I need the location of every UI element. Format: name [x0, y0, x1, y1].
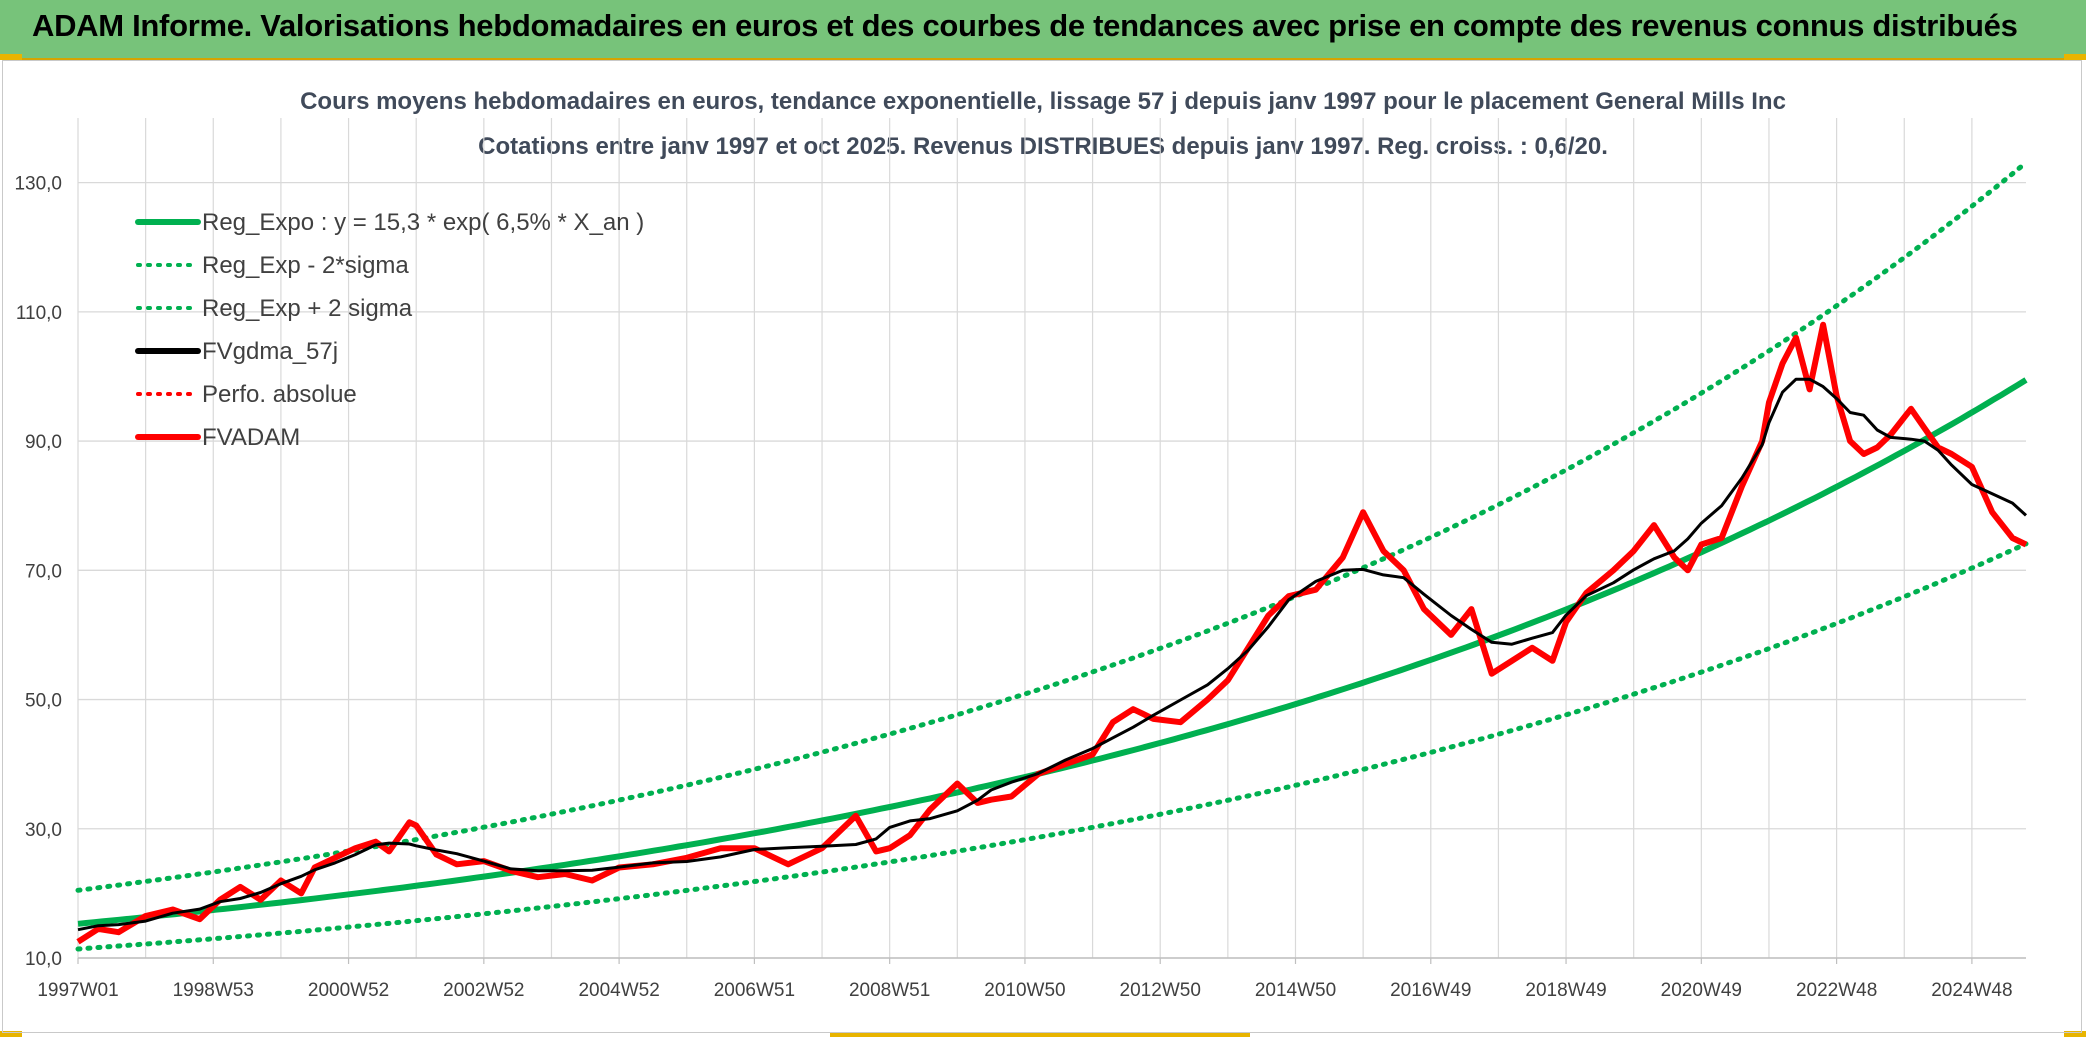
legend-label: Reg_Expo : y = 15,3 * exp( 6,5% * X_an )	[202, 209, 644, 236]
chart-axes: 10,0 30,0 50,0 70,0 90,0 110,0 130,0 1997W01 199…	[14, 174, 2026, 1001]
banner-corner-right	[2064, 54, 2086, 60]
x-tick-label: 2022W48	[1796, 980, 1877, 1001]
x-tick-label: 2014W50	[1255, 980, 1336, 1001]
x-tick-label: 2012W50	[1120, 980, 1201, 1001]
chart-series	[75, 160, 2029, 952]
frame-corner-left	[0, 1031, 22, 1037]
x-tick-label: 2024W48	[1931, 980, 2012, 1001]
chart-legend: Reg_Expo : y = 15,3 * exp( 6,5% * X_an )…	[135, 209, 644, 451]
y-tick-label: 10,0	[25, 949, 62, 970]
x-tick-label: 2020W49	[1661, 980, 1742, 1001]
x-tick-label: 2016W49	[1390, 980, 1471, 1001]
y-tick-label: 110,0	[16, 303, 62, 324]
fvadam-line	[76, 321, 2028, 945]
banner-corner-left	[0, 54, 22, 60]
report-title: ADAM Informe. Valorisations hebdomadaire…	[32, 8, 2018, 43]
frame-corner-right	[2064, 1031, 2086, 1037]
x-tick-label: 2000W52	[308, 980, 389, 1001]
y-tick-label: 130,0	[14, 174, 62, 195]
x-tick-label: 2004W52	[578, 980, 659, 1001]
x-tick-label: 1997W01	[37, 980, 118, 1001]
y-tick-label: 90,0	[25, 432, 62, 453]
legend-label: Perfo. absolue	[202, 381, 357, 408]
x-tick-label: 2006W51	[714, 980, 795, 1001]
reg-exp-plus-2-sigma-line	[75, 160, 2029, 893]
x-tick-label: 2010W50	[984, 980, 1065, 1001]
y-tick-label: 70,0	[25, 561, 62, 582]
frame-bottom-accent	[830, 1033, 1250, 1037]
legend-label: FVADAM	[202, 424, 300, 451]
x-tick-label: 2008W51	[849, 980, 930, 1001]
legend-label: Reg_Exp + 2 sigma	[202, 295, 413, 322]
x-tick-label: 2018W49	[1525, 980, 1606, 1001]
report-banner: ADAM Informe. Valorisations hebdomadaire…	[0, 0, 2086, 60]
reg-exp-minus-2-sigma-line	[75, 541, 2029, 952]
y-tick-label: 50,0	[25, 691, 62, 712]
legend-label: FVgdma_57j	[202, 338, 338, 365]
chart-frame	[2, 60, 2082, 1033]
fvgdma-57j-line	[77, 377, 2028, 932]
chart-title: Cours moyens hebdomadaires en euros, ten…	[300, 88, 1786, 115]
y-tick-label: 30,0	[25, 820, 62, 841]
x-tick-label: 1998W53	[173, 980, 254, 1001]
chart-grid	[77, 118, 2026, 959]
x-tick-label: 2002W52	[443, 980, 524, 1001]
legend-label: Reg_Exp - 2*sigma	[202, 252, 409, 279]
chart-subtitle: Cotations entre janv 1997 et oct 2025. R…	[478, 133, 1608, 160]
